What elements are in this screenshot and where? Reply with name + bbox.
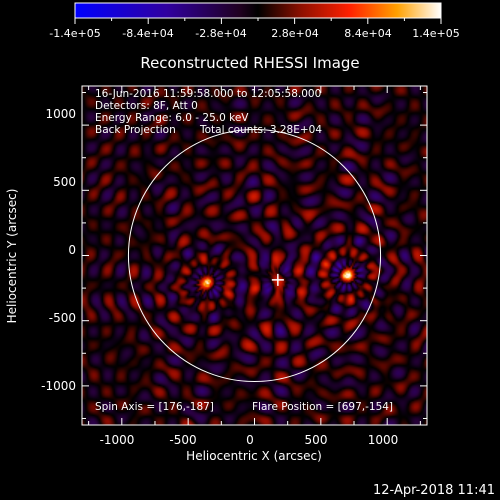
y-axis-label: Heliocentric Y (arcsec) [5, 189, 19, 324]
y-tick-label: 500 [53, 175, 76, 189]
colorbar: -1.4e+05 -8.4e+04 -2.8e+04 2.8e+04 8.4e+… [49, 2, 460, 40]
info-flare-position: Flare Position = [697,-154] [252, 401, 393, 413]
colorbar-tick-5: 1.4e+05 [412, 27, 459, 40]
x-tick-label: -500 [169, 433, 196, 447]
info-energy-range: Energy Range: 6.0 - 25.0 keV [95, 112, 249, 124]
x-tick-label: -1000 [100, 433, 135, 447]
colorbar-tick-0: -1.4e+05 [49, 27, 100, 40]
y-tick-label: 1000 [45, 107, 76, 121]
plot-title: Reconstructed RHESSI Image [140, 54, 359, 72]
y-tick-label: -500 [49, 311, 76, 325]
x-axis-label: Heliocentric X (arcsec) [186, 449, 322, 463]
info-time-range: 16-Jun-2016 11:59:58.000 to 12:05:58.000 [95, 88, 321, 100]
x-tick-label: 1000 [368, 433, 399, 447]
y-tick-labels: 1000 500 0 -500 -1000 [41, 107, 76, 393]
reconstructed-image [82, 86, 427, 425]
y-tick-label: 0 [68, 243, 76, 257]
info-total-counts: Total counts: 3.28E+04 [199, 124, 322, 136]
colorbar-tick-2: -2.8e+04 [195, 27, 246, 40]
x-tick-label: 0 [246, 433, 254, 447]
colorbar-tick-1: -8.4e+04 [122, 27, 173, 40]
info-method: Back Projection [95, 124, 176, 136]
y-tick-label: -1000 [41, 379, 76, 393]
spin-axis-marker [271, 273, 284, 286]
colorbar-tick-4: 8.4e+04 [344, 27, 391, 40]
colorbar-gradient [74, 2, 442, 19]
solar-limb-circle [127, 128, 382, 383]
plot-area [82, 86, 427, 425]
colorbar-tick-3: 2.8e+04 [271, 27, 318, 40]
axis-ticks [82, 86, 427, 425]
timestamp: 12-Apr-2018 11:41 [373, 483, 495, 498]
x-tick-label: 500 [305, 433, 328, 447]
info-detectors: Detectors: 8F, Att 0 [95, 100, 198, 112]
x-tick-labels: -1000 -500 0 500 1000 [100, 433, 399, 447]
info-overlay: 16-Jun-2016 11:59:58.000 to 12:05:58.000… [95, 88, 393, 413]
info-spin-axis: Spin Axis = [176,-187] [95, 401, 214, 413]
